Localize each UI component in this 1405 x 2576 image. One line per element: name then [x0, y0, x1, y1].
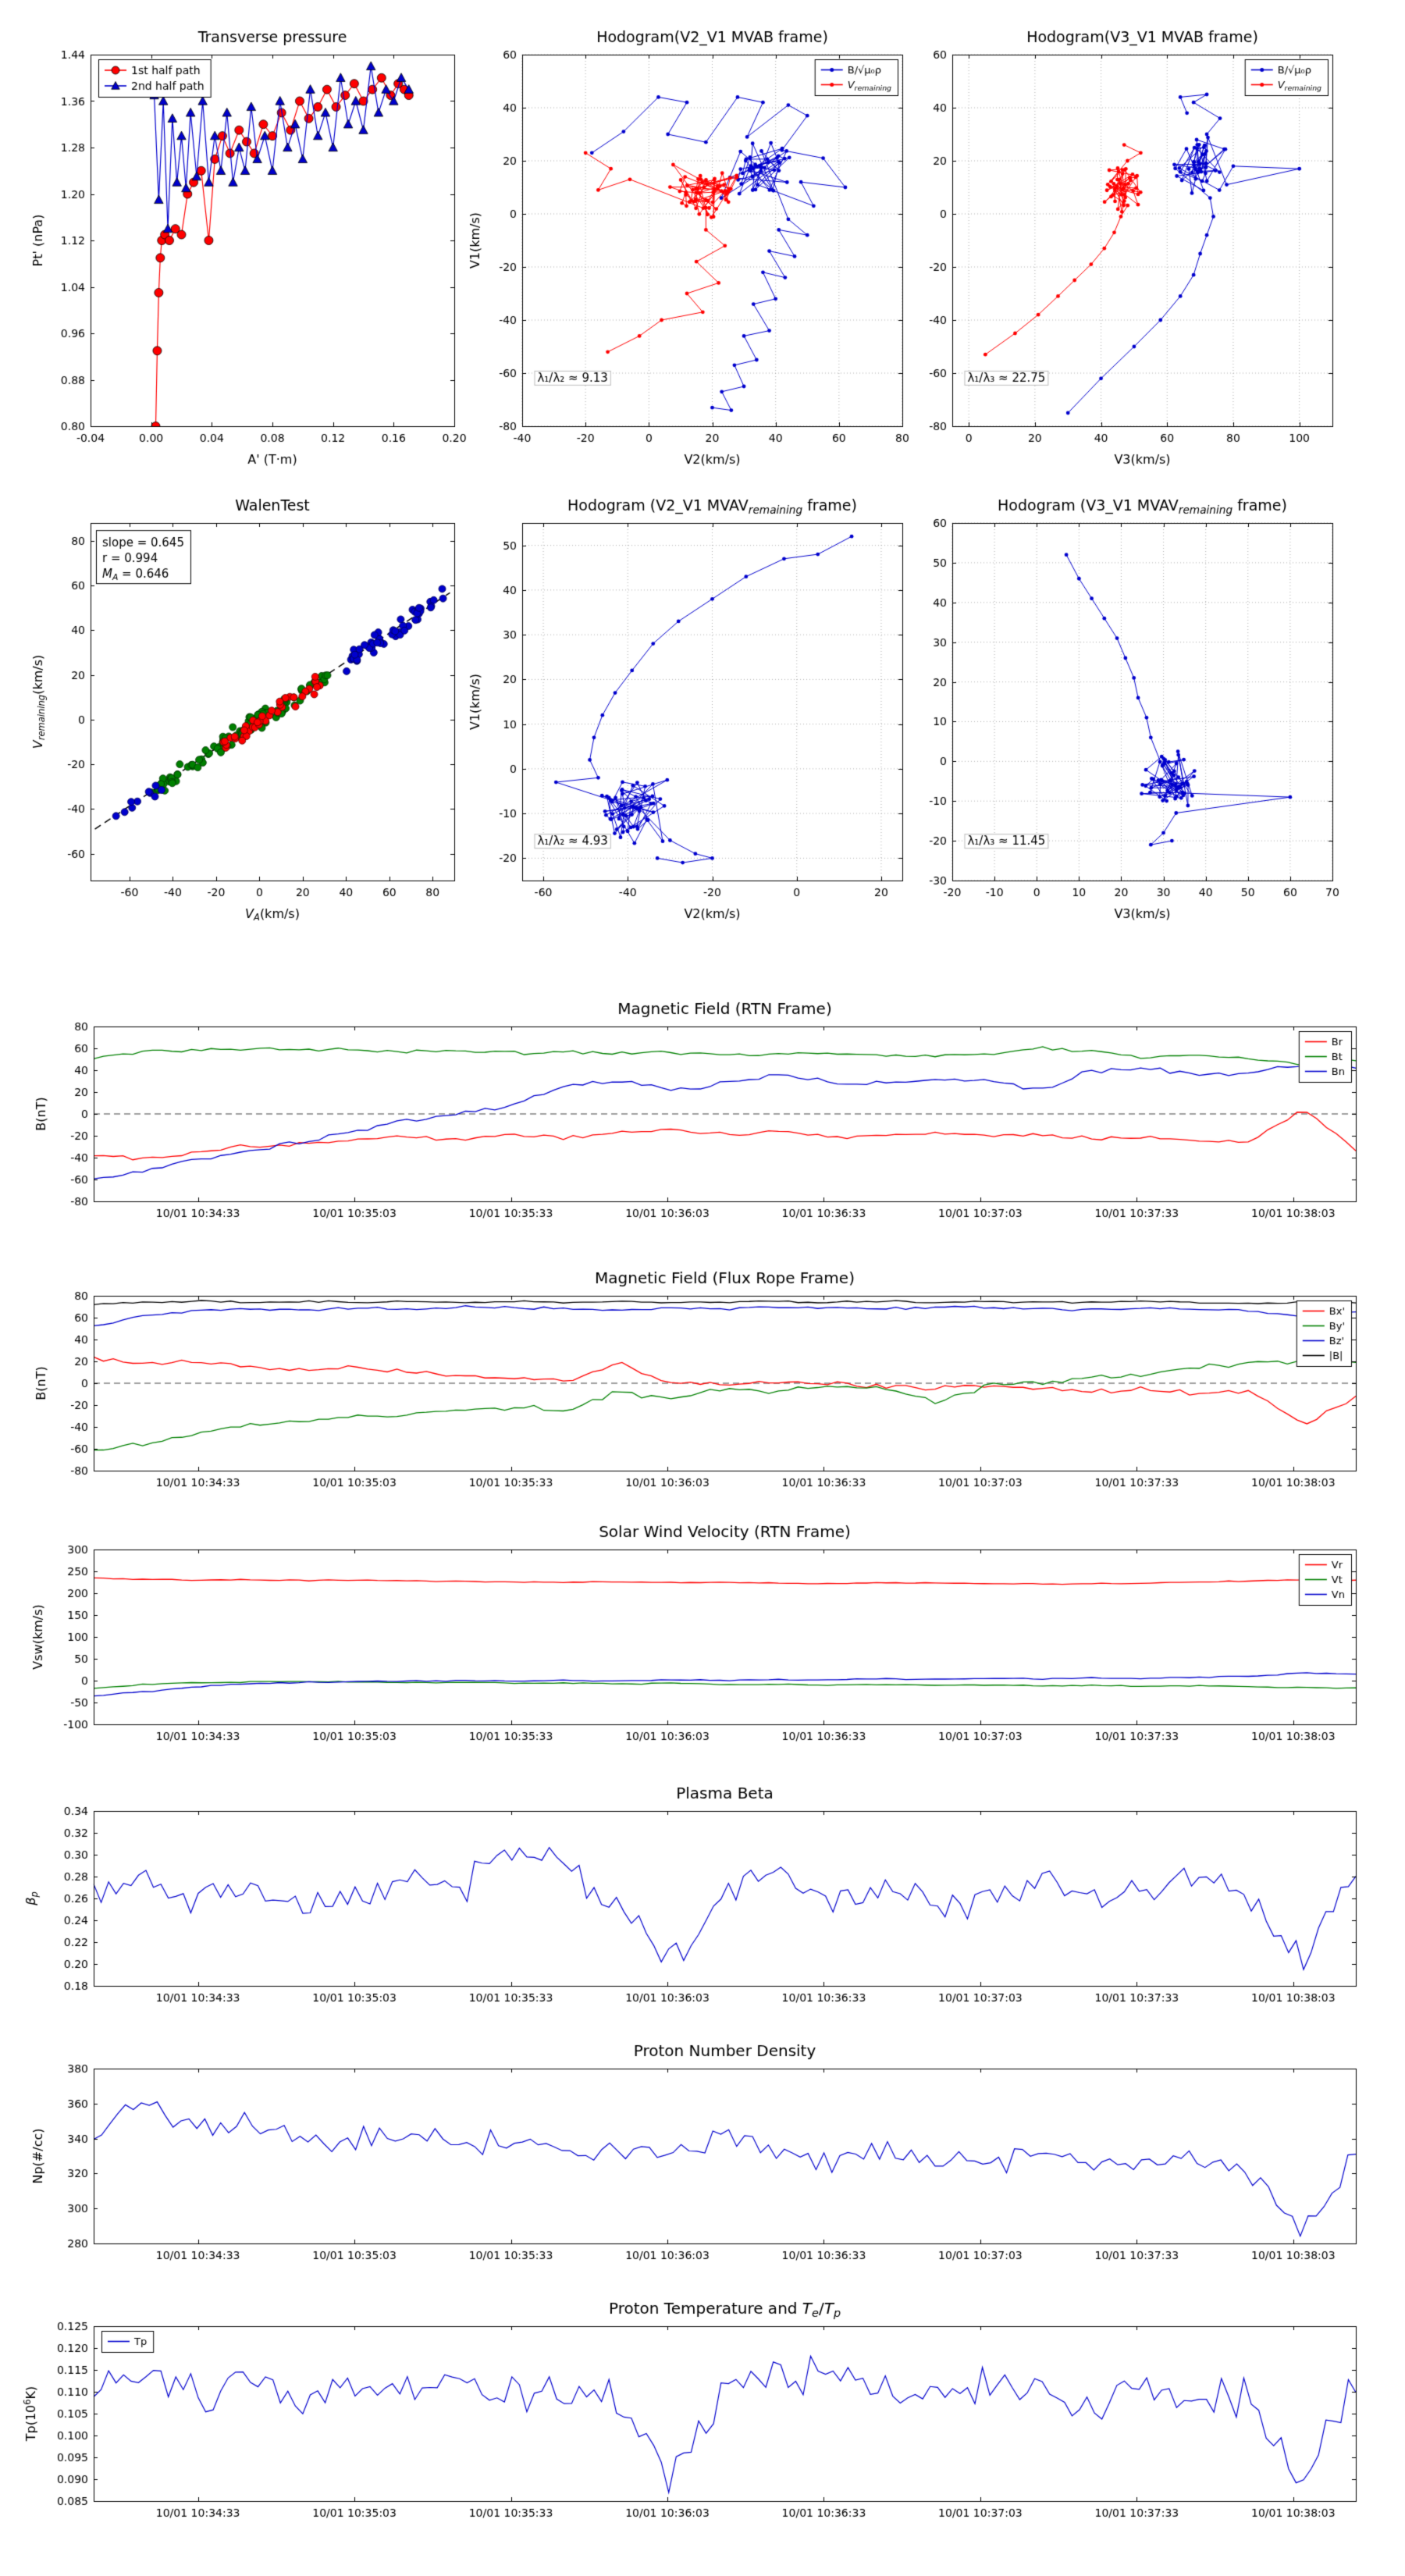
chart-proton-number-density — [0, 2014, 1405, 2272]
chart-hodogram-v2v1-mvab — [468, 0, 913, 488]
chart-walen-test — [0, 488, 468, 972]
chart-hodogram-v3v1-mvav — [913, 488, 1405, 972]
chart-plasma-beta — [0, 1756, 1405, 2014]
chart-hodogram-v3v1-mvab — [913, 0, 1405, 488]
chart-solar-wind-velocity — [0, 1495, 1405, 1752]
chart-hodogram-v2v1-mvav — [468, 488, 913, 972]
chart-transverse-pressure — [0, 0, 468, 488]
chart-magnetic-field-rtn — [0, 972, 1405, 1229]
chart-magnetic-field-flux-rope — [0, 1241, 1405, 1499]
chart-proton-temperature — [0, 2272, 1405, 2533]
